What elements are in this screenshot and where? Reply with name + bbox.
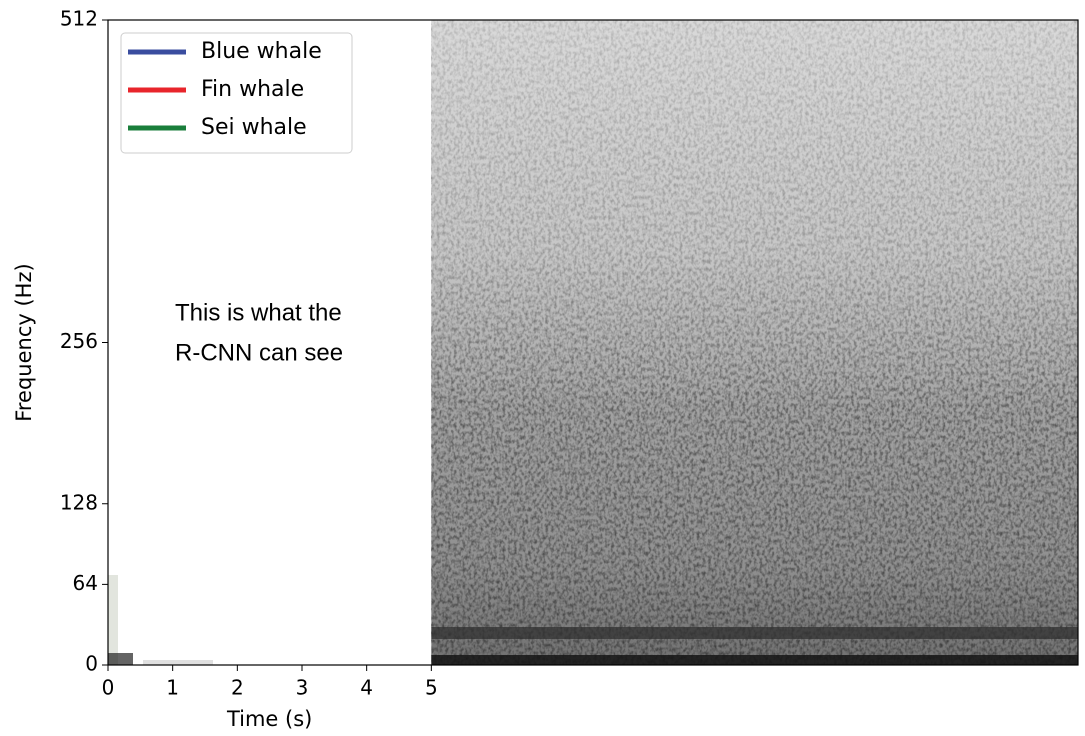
y-tick-label: 256: [60, 329, 98, 353]
spectrogram-residue: [143, 660, 213, 665]
x-tick-label: 4: [360, 676, 373, 700]
legend-label: Fin whale: [201, 77, 304, 102]
x-axis-label: Time (s): [226, 707, 312, 731]
x-tick-label: 0: [102, 676, 115, 700]
annotation: R-CNN can see: [175, 339, 343, 366]
y-tick-label: 128: [60, 490, 98, 514]
x-tick-label: 3: [296, 676, 309, 700]
y-tick-label: 0: [85, 652, 98, 676]
y-axis-label: Frequency (Hz): [12, 263, 36, 421]
y-tick-label: 512: [60, 7, 98, 31]
legend-label: Sei whale: [201, 115, 307, 140]
x-tick-label: 2: [231, 676, 244, 700]
spectrogram-residue: [108, 575, 118, 665]
legend-label: Blue whale: [201, 39, 322, 64]
y-tick-label: 64: [73, 571, 98, 595]
spectrogram-band: [431, 627, 1078, 639]
spectrogram-fade: [431, 20, 1078, 407]
annotation: This is what the: [175, 299, 342, 326]
x-tick-label: 5: [425, 676, 438, 700]
chart: 0 1 2 3 4 5 0 64 128 256 512 Time (s) Frequency (Hz)…: [0, 0, 1085, 736]
x-tick-label: 1: [166, 676, 179, 700]
spectrogram-residue: [108, 653, 133, 665]
spectrogram-band: [431, 655, 1078, 665]
